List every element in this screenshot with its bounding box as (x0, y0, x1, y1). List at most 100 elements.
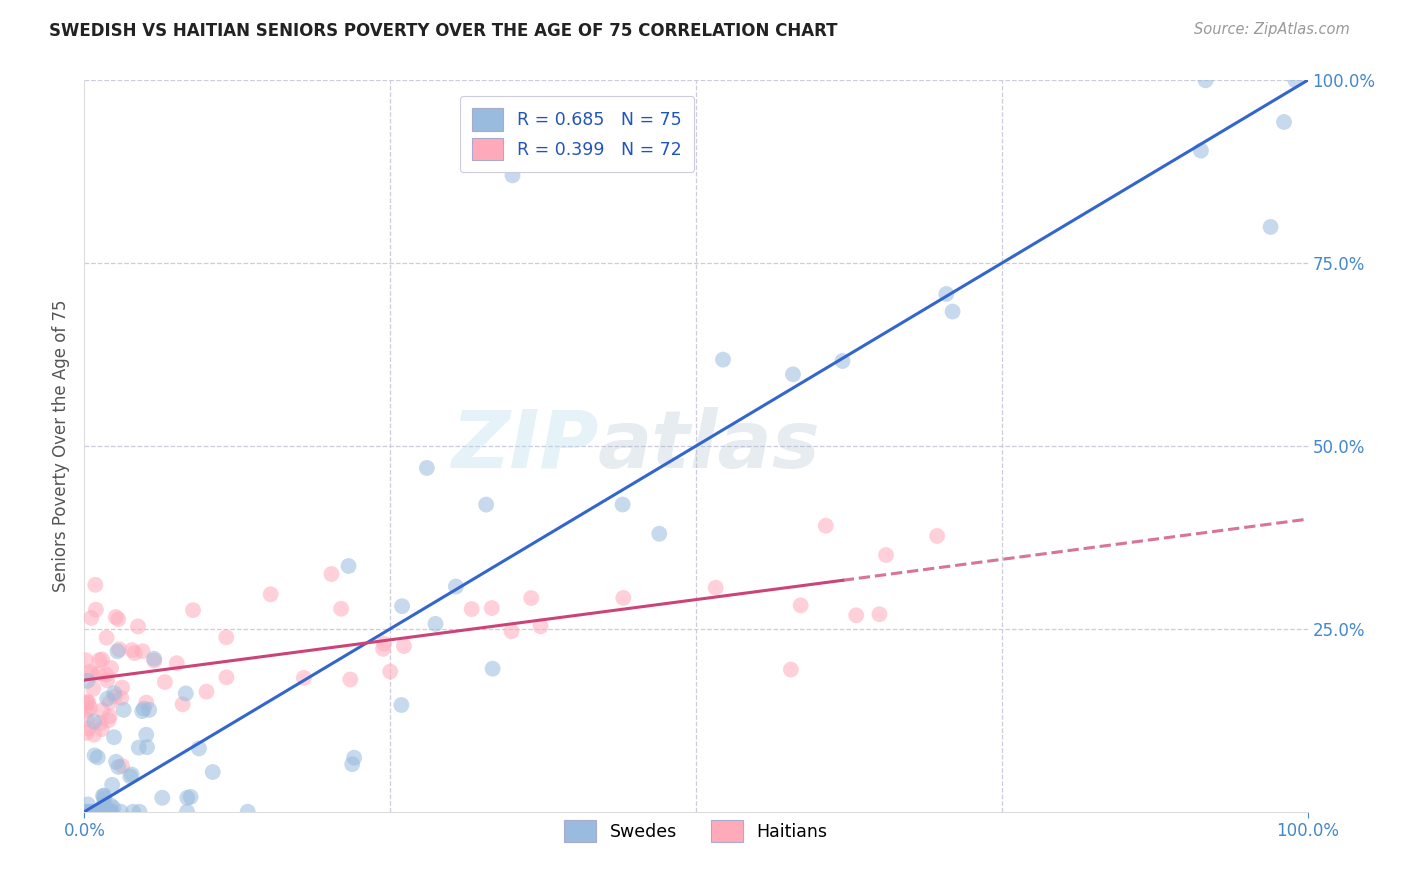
Y-axis label: Seniors Poverty Over the Age of 75: Seniors Poverty Over the Age of 75 (52, 300, 70, 592)
Point (107, 612, 129, 626)
Point (75, 696, 97, 710)
Point (704, 581, 727, 595)
Point (935, 287, 957, 301)
Point (77, 696, 100, 710)
Point (98, 803, 121, 817)
Point (188, 741, 211, 756)
Point (176, 805, 198, 819)
Point (392, 639, 415, 653)
Point (90, 722, 112, 736)
Point (96, 631, 118, 645)
Point (98, 805, 121, 819)
Point (110, 690, 132, 705)
Point (780, 663, 803, 677)
Point (83, 714, 105, 729)
Point (84, 805, 107, 819)
Point (96, 673, 118, 688)
Point (84, 578, 107, 592)
Point (79, 665, 101, 679)
Text: SWEDISH VS HAITIAN SENIORS POVERTY OVER THE AGE OF 75 CORRELATION CHART: SWEDISH VS HAITIAN SENIORS POVERTY OVER … (49, 22, 838, 40)
Point (105, 755, 128, 769)
Point (481, 662, 503, 676)
Point (391, 599, 413, 614)
Point (111, 759, 134, 773)
Point (520, 591, 543, 605)
Point (201, 764, 224, 779)
Point (108, 642, 131, 657)
Point (138, 703, 160, 717)
Point (94, 805, 117, 819)
Point (869, 607, 891, 622)
Point (172, 698, 194, 712)
Point (104, 610, 127, 624)
Point (373, 637, 395, 651)
Point (260, 587, 283, 601)
Point (87, 805, 110, 819)
Text: atlas: atlas (598, 407, 821, 485)
Point (831, 354, 853, 368)
Point (389, 698, 412, 712)
Point (124, 646, 146, 660)
Point (1260, 219, 1282, 234)
Point (1284, 73, 1306, 87)
Point (122, 805, 145, 819)
Point (215, 630, 238, 644)
Point (79, 701, 101, 715)
Point (215, 670, 238, 684)
Point (76, 726, 98, 740)
Point (180, 789, 202, 804)
Point (110, 805, 132, 819)
Point (83, 748, 105, 763)
Point (89, 716, 111, 731)
Point (121, 767, 143, 781)
Point (174, 686, 197, 700)
Point (76, 704, 98, 718)
Point (416, 461, 439, 475)
Point (98, 805, 121, 819)
Point (927, 529, 949, 543)
Point (91, 703, 114, 717)
Point (91, 789, 114, 803)
Text: Source: ZipAtlas.com: Source: ZipAtlas.com (1194, 22, 1350, 37)
Point (75, 712, 97, 726)
Point (150, 790, 173, 805)
Point (131, 644, 153, 658)
Point (91, 652, 114, 666)
Point (131, 704, 153, 718)
Point (75, 653, 97, 667)
Point (648, 526, 671, 541)
Point (83, 728, 105, 742)
Point (77, 722, 100, 736)
Point (340, 757, 363, 772)
Point (103, 801, 125, 815)
Point (127, 619, 149, 633)
Point (378, 665, 401, 679)
Point (135, 728, 157, 742)
Point (292, 671, 315, 685)
Point (236, 805, 259, 819)
Point (612, 498, 634, 512)
Point (76, 694, 98, 708)
Point (321, 567, 343, 582)
Point (100, 805, 122, 819)
Point (103, 686, 125, 700)
Point (153, 675, 176, 690)
Point (96, 691, 118, 706)
Point (101, 778, 124, 792)
Point (80, 667, 103, 681)
Point (107, 644, 129, 658)
Point (98, 709, 121, 723)
Point (132, 701, 155, 715)
Point (84, 602, 107, 616)
Point (371, 641, 394, 656)
Point (339, 673, 361, 687)
Point (875, 548, 897, 562)
Point (98, 695, 121, 709)
Point (1272, 115, 1295, 129)
Point (79, 805, 101, 819)
Point (143, 651, 166, 665)
Point (136, 740, 159, 755)
Point (80, 611, 103, 625)
Legend: Swedes, Haitians: Swedes, Haitians (553, 807, 839, 855)
Point (1194, 73, 1216, 87)
